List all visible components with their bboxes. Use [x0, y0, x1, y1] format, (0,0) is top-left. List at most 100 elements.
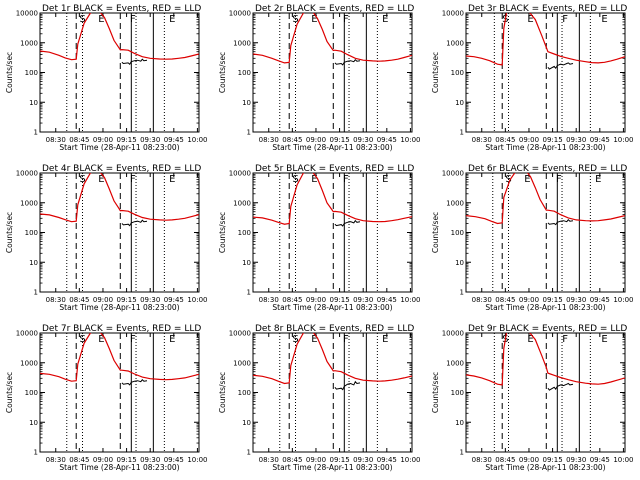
- x-axis-label: Start Time (28-Apr-11 08:23:00): [272, 303, 392, 312]
- panel-title: Det 2r BLACK = Events, RED = LLD: [255, 4, 414, 14]
- events-series-line: [547, 218, 574, 226]
- x-tick-label: 09:30: [566, 136, 586, 144]
- y-tick-label: 10: [242, 259, 251, 267]
- x-tick-label: 10:00: [613, 136, 633, 144]
- x-tick-label: 08:45: [69, 296, 89, 304]
- x-tick-label: 09:00: [519, 296, 539, 304]
- interval-marker-label: F: [556, 174, 562, 185]
- x-tick-label: 09:15: [329, 136, 349, 144]
- interval-marker-label: F: [343, 174, 349, 185]
- y-tick-label: 100: [238, 69, 251, 77]
- x-tick-label: 09:15: [329, 296, 349, 304]
- interval-marker-label: E: [311, 334, 317, 345]
- x-tick-label: 09:45: [377, 296, 397, 304]
- y-axis-label: Counts/sec: [431, 52, 440, 93]
- y-tick-label: 10000: [16, 330, 38, 338]
- y-axis-label: Counts/sec: [218, 52, 227, 93]
- x-axis-label: Start Time (28-Apr-11 08:23:00): [59, 303, 179, 312]
- y-tick-label: 10000: [442, 330, 464, 338]
- y-tick-label: 1: [34, 449, 38, 457]
- lld-series-line: [466, 13, 625, 66]
- interval-marker-label: E: [311, 174, 317, 185]
- y-axis-label: Counts/sec: [5, 372, 14, 413]
- events-series-line: [547, 382, 574, 391]
- y-tick-label: 1000: [233, 39, 251, 47]
- y-tick-label: 1000: [20, 199, 38, 207]
- x-tick-label: 09:30: [353, 456, 373, 464]
- interval-marker-label: E: [527, 334, 533, 345]
- lld-series-line: [253, 13, 412, 64]
- x-tick-label: 09:15: [116, 456, 136, 464]
- x-axis-label: Start Time (28-Apr-11 08:23:00): [272, 143, 392, 152]
- x-tick-label: 09:15: [116, 296, 136, 304]
- interval-marker-label: F: [130, 174, 136, 185]
- y-tick-label: 10: [455, 419, 464, 427]
- interval-marker-label: F: [130, 334, 136, 345]
- interval-marker-label: F: [562, 14, 568, 25]
- x-axis-label: Start Time (28-Apr-11 08:23:00): [485, 303, 605, 312]
- interval-marker-label: E: [527, 14, 533, 25]
- x-tick-label: 08:30: [472, 456, 492, 464]
- y-tick-label: 1000: [446, 359, 464, 367]
- y-tick-label: 10: [29, 419, 38, 427]
- events-series-line: [121, 219, 148, 227]
- x-axis-label: Start Time (28-Apr-11 08:23:00): [485, 463, 605, 472]
- panel-title: Det 6r BLACK = Events, RED = LLD: [468, 164, 627, 174]
- x-tick-label: 08:45: [69, 456, 89, 464]
- y-tick-label: 100: [451, 229, 464, 237]
- x-tick-label: 09:45: [164, 456, 184, 464]
- y-tick-label: 10: [29, 99, 38, 107]
- x-tick-label: 09:30: [140, 136, 160, 144]
- x-tick-label: 09:00: [519, 136, 539, 144]
- events-series-line: [334, 58, 361, 66]
- lld-series-line: [40, 333, 199, 382]
- x-tick-label: 09:00: [306, 456, 326, 464]
- interval-marker-label: F: [343, 334, 349, 345]
- y-tick-label: 10000: [229, 330, 251, 338]
- panel-title: Det 7r BLACK = Events, RED = LLD: [42, 324, 201, 334]
- interval-marker-label: E: [98, 174, 104, 185]
- x-tick-label: 10:00: [400, 136, 420, 144]
- x-tick-label: 08:45: [495, 296, 515, 304]
- panel-frame: [465, 172, 626, 293]
- y-tick-label: 1000: [233, 199, 251, 207]
- events-series-line: [121, 378, 148, 386]
- x-tick-label: 10:00: [400, 456, 420, 464]
- x-tick-label: 10:00: [400, 296, 420, 304]
- x-tick-label: 08:30: [472, 296, 492, 304]
- y-tick-label: 10000: [229, 10, 251, 18]
- x-axis-label: Start Time (28-Apr-11 08:23:00): [485, 143, 605, 152]
- interval-marker-label: F: [562, 334, 568, 345]
- x-tick-label: 09:30: [140, 456, 160, 464]
- x-tick-label: 09:00: [306, 136, 326, 144]
- panel-title: Det 4r BLACK = Events, RED = LLD: [42, 164, 201, 174]
- panel-title: Det 9r BLACK = Events, RED = LLD: [468, 324, 627, 334]
- x-tick-label: 08:45: [282, 136, 302, 144]
- interval-marker-label: E: [98, 334, 104, 345]
- y-axis-label: Counts/sec: [218, 212, 227, 253]
- y-tick-label: 100: [25, 69, 38, 77]
- y-tick-label: 10000: [229, 170, 251, 178]
- panel-frame: [39, 332, 200, 453]
- panel-title: Det 5r BLACK = Events, RED = LLD: [255, 164, 414, 174]
- y-tick-label: 100: [25, 389, 38, 397]
- lld-series-line: [40, 13, 199, 61]
- y-axis-label: Counts/sec: [218, 372, 227, 413]
- x-tick-label: 10:00: [187, 296, 207, 304]
- y-tick-label: 10000: [16, 170, 38, 178]
- y-tick-label: 10: [242, 99, 251, 107]
- x-tick-label: 10:00: [613, 296, 633, 304]
- interval-marker-label: S: [79, 14, 85, 25]
- panel-title: Det 3r BLACK = Events, RED = LLD: [468, 4, 627, 14]
- x-tick-label: 09:00: [93, 136, 113, 144]
- x-tick-label: 09:30: [140, 296, 160, 304]
- x-axis-label: Start Time (28-Apr-11 08:23:00): [59, 143, 179, 152]
- panel-frame: [252, 172, 413, 293]
- y-axis-label: Counts/sec: [5, 212, 14, 253]
- x-tick-label: 09:45: [590, 456, 610, 464]
- y-tick-label: 10000: [442, 170, 464, 178]
- x-axis-label: Start Time (28-Apr-11 08:23:00): [59, 463, 179, 472]
- events-series-line: [334, 219, 361, 227]
- x-tick-label: 08:30: [46, 296, 66, 304]
- y-tick-label: 1: [247, 129, 251, 137]
